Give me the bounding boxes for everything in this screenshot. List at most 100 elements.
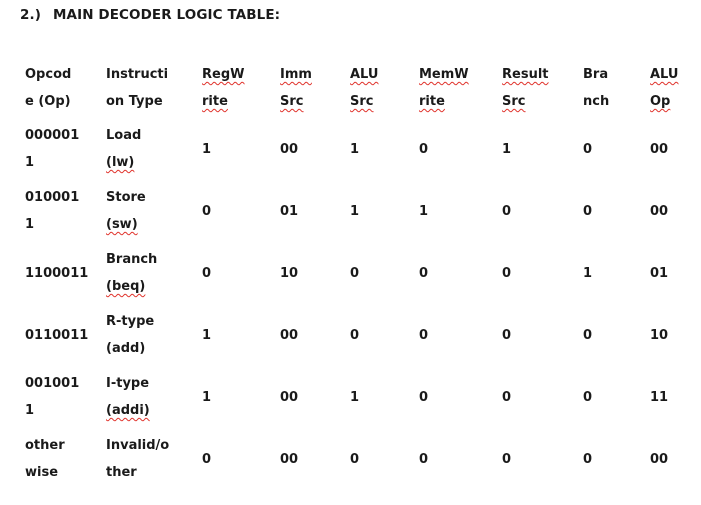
opcode-text: 000001	[25, 128, 80, 143]
column-header-line: ALU	[350, 61, 412, 88]
signal-value-memwrite: 0	[419, 327, 429, 343]
opcode-cell: 010001 1	[18, 180, 99, 242]
instruction-type-cell: Store (sw)	[99, 180, 195, 242]
column-header-text: MemW	[419, 67, 469, 82]
column-header-text: Opcod	[25, 67, 72, 82]
instruction-type-line: (add)	[106, 335, 195, 362]
instruction-type-text: ther	[106, 465, 137, 480]
instruction-type-line: Load	[106, 122, 195, 149]
instruction-type-line: Invalid/o	[106, 432, 195, 459]
instruction-type-text: Load	[106, 128, 142, 143]
signal-value-aluop: 10	[650, 327, 669, 343]
column-header-text: ALU	[650, 67, 679, 82]
table-row: 010001 1 Store (sw) 0 01 1 1 0 0 00	[18, 180, 690, 242]
column-header-line: e (Op)	[25, 88, 99, 115]
column-header-line: Result	[502, 61, 576, 88]
signal-value-branch: 0	[583, 451, 593, 467]
table-row: 000001 1 Load (lw) 1 00 1 0 1 0 00	[18, 118, 690, 180]
column-header-regwrite: RegW rite	[195, 58, 273, 118]
instruction-type-line: R-type	[106, 308, 195, 335]
signal-value-aluop: 00	[650, 141, 669, 157]
column-header-text: Bra	[583, 67, 609, 82]
column-header-line: Op	[650, 88, 690, 115]
column-header-text: rite	[202, 94, 228, 109]
signal-value-resultsrc: 0	[502, 203, 512, 219]
signal-value-alusrc: 0	[350, 451, 360, 467]
column-header-instruction-type: Instructi on Type	[99, 58, 195, 118]
opcode-text: 1	[25, 217, 35, 232]
opcode-text: wise	[25, 465, 59, 480]
signal-value-resultsrc: 0	[502, 389, 512, 405]
signal-value-branch: 0	[583, 203, 593, 219]
column-header-text: Src	[350, 94, 374, 109]
column-header-text: Src	[280, 94, 304, 109]
instruction-type-text: (add)	[106, 341, 146, 356]
column-header-opcode: Opcod e (Op)	[18, 58, 99, 118]
column-header-line: ALU	[650, 61, 690, 88]
instruction-type-line: Store	[106, 184, 195, 211]
column-header-line: MemW	[419, 61, 495, 88]
signal-value-aluop: 00	[650, 451, 669, 467]
signal-value-branch: 0	[583, 141, 593, 157]
instruction-type-cell: R-type (add)	[99, 304, 195, 366]
signal-value-immsrc: 00	[280, 389, 299, 405]
instruction-type-cell: I-type (addi)	[99, 366, 195, 428]
table-row: other wise Invalid/o ther 0 00 0 0 0 0 00	[18, 428, 690, 490]
instruction-type-text: (addi)	[106, 403, 150, 418]
signal-value-resultsrc: 0	[502, 451, 512, 467]
signal-value-alusrc: 0	[350, 327, 360, 343]
column-header-aluop: ALU Op	[643, 58, 690, 118]
signal-value-regwrite: 1	[202, 327, 212, 343]
signal-value-alusrc: 1	[350, 389, 360, 405]
signal-value-aluop: 11	[650, 389, 669, 405]
signal-value-regwrite: 0	[202, 203, 212, 219]
column-header-text: Src	[502, 94, 526, 109]
instruction-type-line: (sw)	[106, 211, 195, 238]
section-title: MAIN DECODER LOGIC TABLE:	[53, 7, 281, 23]
signal-value-regwrite: 0	[202, 451, 212, 467]
column-header-text: Instructi	[106, 67, 169, 82]
instruction-type-text: (beq)	[106, 279, 146, 294]
signal-value-memwrite: 0	[419, 141, 429, 157]
opcode-text: 001001	[25, 376, 80, 391]
opcode-text: 1100011	[25, 265, 89, 281]
table-body: 000001 1 Load (lw) 1 00 1 0 1 0 00 010001 1 Store (sw)…	[18, 118, 690, 490]
instruction-type-cell: Load (lw)	[99, 118, 195, 180]
column-header-branch: Bra nch	[576, 58, 643, 118]
signal-value-immsrc: 00	[280, 451, 299, 467]
signal-value-alusrc: 0	[350, 265, 360, 281]
opcode-text: 010001	[25, 190, 80, 205]
signal-value-aluop: 01	[650, 265, 669, 281]
column-header-line: Src	[280, 88, 343, 115]
column-header-text: ALU	[350, 67, 379, 82]
signal-value-alusrc: 1	[350, 141, 360, 157]
signal-value-memwrite: 0	[419, 451, 429, 467]
signal-value-resultsrc: 0	[502, 265, 512, 281]
signal-value-immsrc: 01	[280, 203, 299, 219]
instruction-type-cell: Invalid/o ther	[99, 428, 195, 490]
column-header-line: Instructi	[106, 61, 195, 88]
table-row: 0110011 R-type (add) 1 00 0 0 0 0 10	[18, 304, 690, 366]
column-header-text: RegW	[202, 67, 245, 82]
column-header-text: nch	[583, 94, 610, 109]
column-header-line: Bra	[583, 61, 643, 88]
column-header-line: RegW	[202, 61, 273, 88]
signal-value-memwrite: 0	[419, 389, 429, 405]
signal-value-regwrite: 0	[202, 265, 212, 281]
signal-value-resultsrc: 1	[502, 141, 512, 157]
signal-value-memwrite: 0	[419, 265, 429, 281]
table-header-row: Opcod e (Op) Instructi on Type RegW rite Imm Sr…	[18, 58, 690, 118]
opcode-cell: 001001 1	[18, 366, 99, 428]
column-header-line: rite	[202, 88, 273, 115]
opcode-text: other	[25, 438, 65, 453]
instruction-type-text: Invalid/o	[106, 438, 170, 453]
section-heading: 2.) MAIN DECODER LOGIC TABLE:	[20, 7, 280, 23]
instruction-type-text: R-type	[106, 314, 155, 329]
signal-value-regwrite: 1	[202, 141, 212, 157]
column-header-line: Imm	[280, 61, 343, 88]
instruction-type-line: (lw)	[106, 149, 195, 176]
column-header-resultsrc: Result Src	[495, 58, 576, 118]
column-header-text: Imm	[280, 67, 312, 82]
column-header-text: Op	[650, 94, 671, 109]
column-header-text: on Type	[106, 94, 163, 109]
